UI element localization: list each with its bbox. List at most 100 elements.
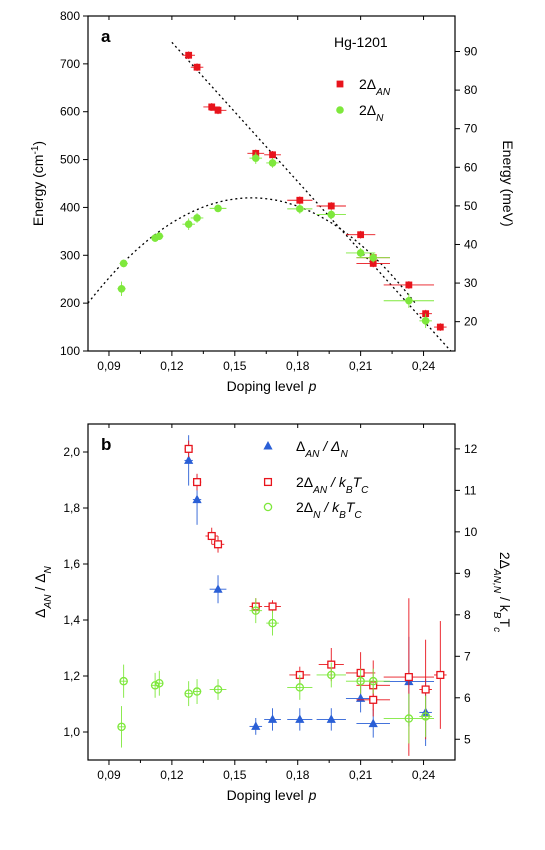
y-right-axis-title-part: AN,N (492, 568, 503, 594)
y-tick-label: 1,6 (63, 557, 80, 571)
legend-label: ΔAN / ΔN (296, 438, 348, 460)
data-point (326, 714, 336, 723)
y-axis-title-part: Δ (32, 608, 48, 617)
y-right-tick-label: 11 (464, 483, 477, 497)
plot-frame (87, 423, 456, 761)
data-point (213, 685, 223, 694)
legend-label-part: N (340, 449, 348, 460)
data-point (185, 51, 193, 59)
x-tick-label: 0,15 (223, 768, 247, 782)
data-point (327, 202, 335, 210)
y-tick-label: 700 (60, 57, 80, 71)
y-right-axis-title-part: B (492, 612, 503, 619)
y-right-tick-label: 30 (464, 276, 478, 290)
x-axis-title: Doping level p (227, 378, 317, 394)
y-axis-title-part: AN (43, 594, 54, 610)
data-point (405, 281, 413, 289)
y-right-axis-title-part: Energy (meV) (500, 140, 516, 226)
legend-label-part: C (354, 510, 362, 521)
data-point (295, 683, 305, 692)
x-axis-title-part: p (308, 378, 317, 394)
x-axis-title-part: Doping level (227, 378, 304, 394)
y-axis-title-part: / Δ (32, 573, 48, 594)
annotation: Hg-1201 (334, 34, 388, 50)
data-point (208, 103, 216, 111)
data-point (251, 606, 261, 615)
y-tick-label: 1,2 (63, 669, 80, 683)
y-tick-label: 300 (60, 248, 80, 262)
data-point (117, 722, 126, 732)
data-point (117, 284, 126, 293)
data-point (369, 253, 378, 262)
y-tick-label: 200 (60, 296, 80, 310)
legend-label-part: 2Δ (296, 499, 313, 515)
panel-a: 0,09 0,12 0,15 0,18 0,21 0,24 100 200 300 400 500 6… (30, 9, 517, 394)
legend-label-part: AN (375, 87, 391, 98)
x-axis-title-part: p (308, 787, 317, 803)
x-tick-label: 0,18 (286, 768, 310, 782)
x-tick-label: 0,12 (160, 359, 184, 373)
y-right-tick-label: 50 (464, 199, 478, 213)
series-0 (184, 435, 435, 746)
legend-label-part: N (313, 510, 321, 521)
y-right-tick-label: 90 (464, 45, 478, 59)
legend-label-part: / k (327, 474, 347, 490)
x-axis-title-part: Doping level (227, 787, 304, 803)
data-point (327, 670, 336, 680)
y-tick-label: 2,0 (63, 445, 80, 459)
x-tick-label: 0,21 (349, 768, 373, 782)
y-tick-label: 800 (60, 9, 80, 23)
y-tick-label: 100 (60, 344, 80, 358)
data-point (356, 693, 366, 702)
data-point (155, 232, 164, 240)
legend-label: 2ΔN (359, 102, 384, 124)
y-right-tick-label: 6 (464, 691, 471, 705)
panel-b: 0,09 0,12 0,15 0,18 0,21 0,24 1,0 1,2 1,4 1,6 1,8 2… (32, 423, 514, 803)
data-point (251, 154, 260, 162)
y-axis-title-part: Energy (cm (30, 155, 46, 227)
linear-fit-line (171, 41, 452, 352)
legend-marker (336, 80, 344, 88)
y-tick-label: 1,0 (63, 725, 80, 739)
legend-label-part: T (353, 474, 363, 490)
x-tick-label: 0,24 (412, 768, 436, 782)
legend-label-part: T (346, 499, 356, 515)
legend-marker (336, 106, 344, 114)
y-right-tick-label: 40 (464, 237, 478, 251)
legend-label-part: / k (320, 499, 340, 515)
data-point (184, 444, 193, 453)
data-point (357, 231, 365, 239)
y-tick-label: 500 (60, 153, 80, 167)
data-point (404, 672, 413, 682)
data-point (192, 494, 202, 504)
data-point (207, 531, 216, 541)
data-point (269, 151, 276, 159)
y-axis-title: ΔAN / ΔN (32, 565, 54, 617)
data-point (405, 296, 413, 305)
y-right-axis-title-part: / k (497, 593, 513, 613)
y-right-tick-label: 9 (464, 566, 471, 580)
x-tick-label: 0,12 (160, 768, 184, 782)
legend-label-part: Δ (296, 438, 305, 454)
data-point (214, 204, 222, 213)
y-right-axis-title: 2ΔAN,N / kBTc (492, 552, 514, 632)
y-right-tick-label: 8 (464, 608, 471, 622)
legend-label-part: 2Δ (296, 474, 313, 490)
data-point (368, 676, 378, 686)
data-point (421, 317, 430, 325)
data-point (436, 670, 445, 680)
legend-label-part: 2Δ (359, 76, 376, 92)
data-point (267, 714, 278, 723)
y-right-tick-label: 80 (464, 83, 478, 97)
y-right-tick-label: 7 (464, 649, 471, 663)
data-point (268, 618, 277, 628)
y-right-tick-label: 12 (464, 442, 478, 456)
data-point (436, 323, 444, 331)
x-tick-label: 0,21 (349, 359, 373, 373)
y-tick-label: 1,8 (63, 501, 80, 515)
plot-frame (87, 15, 456, 352)
data-point (369, 260, 377, 267)
x-tick-label: 0,24 (412, 359, 436, 373)
data-point (421, 685, 430, 694)
